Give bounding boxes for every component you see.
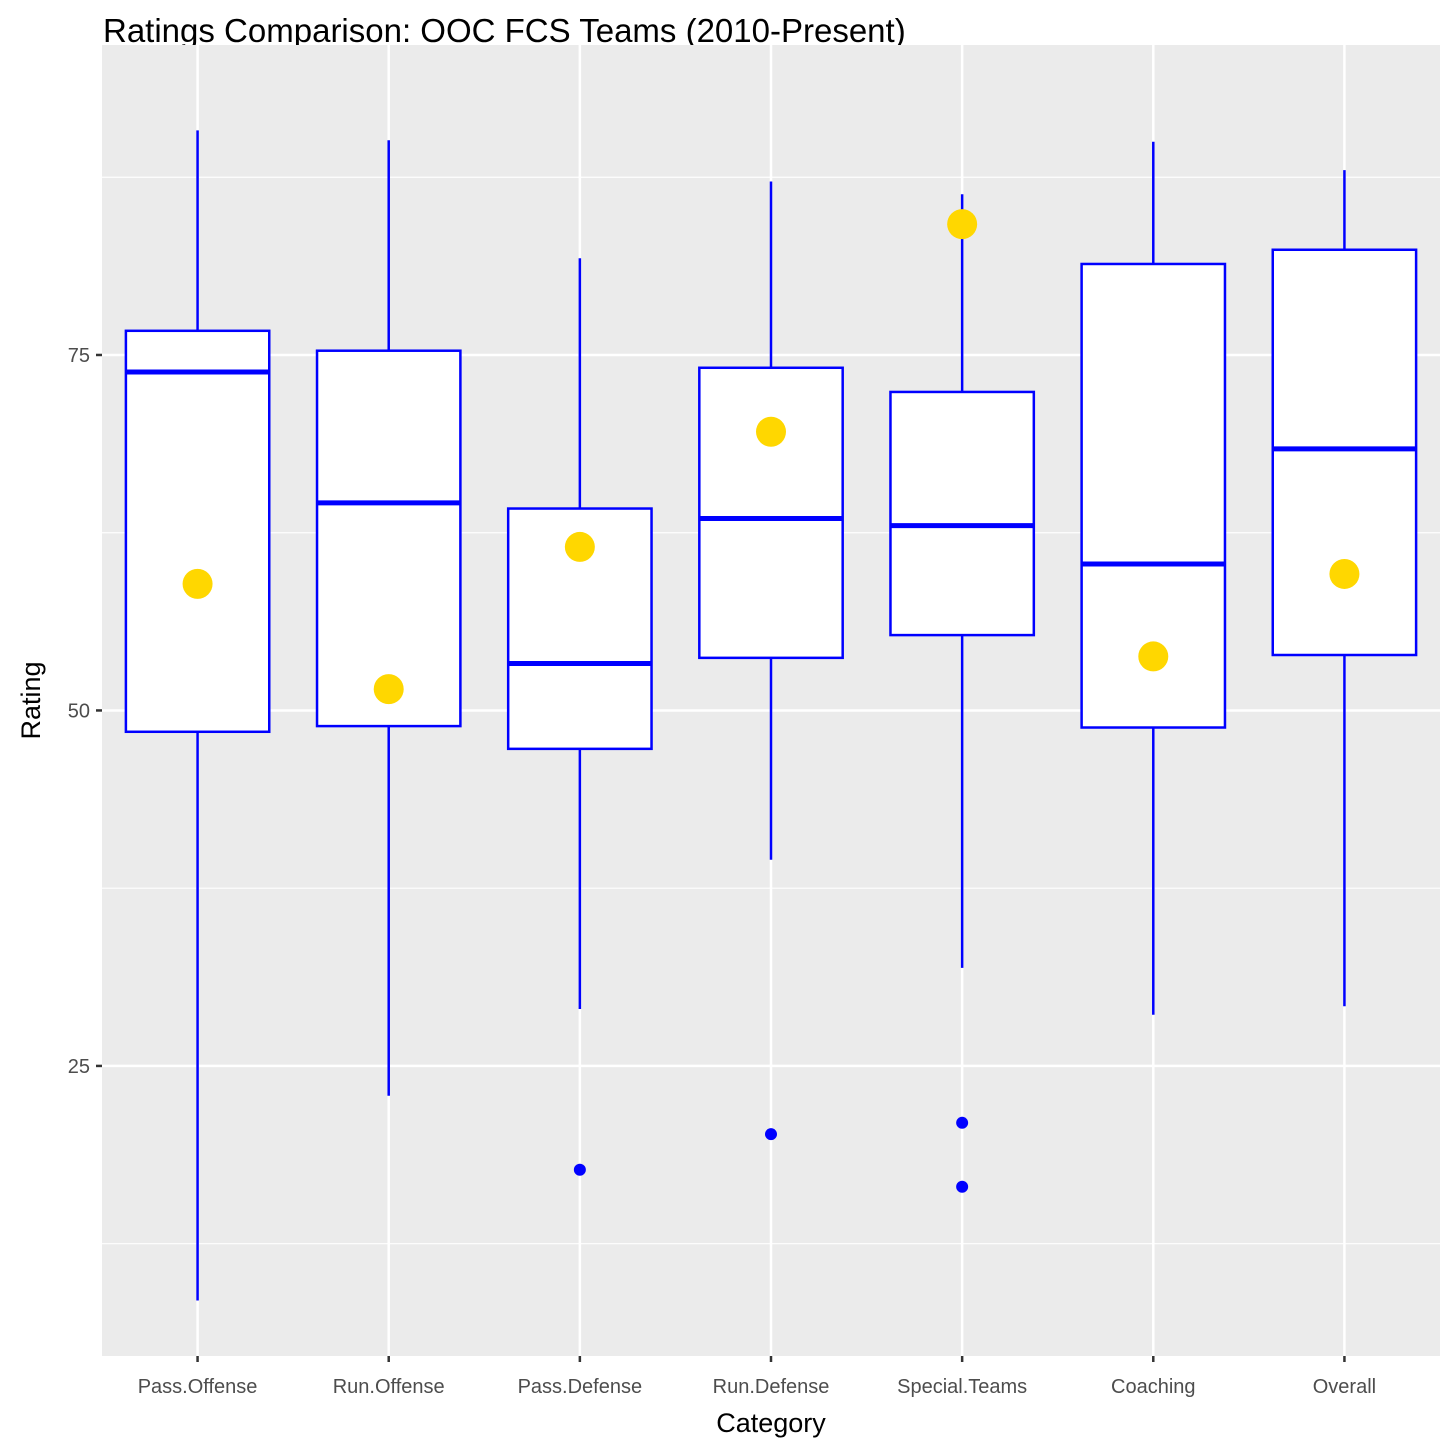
box-iqr (698, 366, 844, 660)
outlier-point (765, 1128, 777, 1141)
highlight-point (756, 416, 786, 447)
highlight-point (182, 568, 213, 599)
box-iqr (1271, 248, 1418, 657)
y-axis-label: Rating (16, 661, 46, 739)
x-tick-label: Overall (1313, 1376, 1376, 1398)
x-tick-label: Run.Defense (713, 1376, 830, 1398)
box-iqr (124, 329, 271, 734)
highlight-point (1138, 641, 1169, 672)
y-tick-label: 75 (68, 345, 90, 367)
x-axis-label: Category (716, 1408, 826, 1438)
box-iqr (889, 390, 1036, 637)
y-tick-label: 50 (68, 700, 90, 722)
highlight-point (947, 209, 978, 240)
x-tick-label: Pass.Offense (138, 1376, 258, 1398)
chart-title: Ratings Comparison: OOC FCS Teams (2010-… (103, 12, 906, 49)
x-tick-label: Run.Offense (333, 1376, 445, 1398)
outlier-point (573, 1163, 586, 1176)
y-tick-label: 25 (68, 1056, 90, 1078)
x-tick-label: Coaching (1111, 1376, 1196, 1398)
outlier-point (956, 1116, 969, 1129)
x-tick-label: Special.Teams (897, 1376, 1027, 1398)
outlier-point (956, 1180, 969, 1193)
x-tick-label: Pass.Defense (518, 1376, 643, 1398)
highlight-point (373, 674, 404, 705)
box-iqr (315, 349, 462, 728)
highlight-point (1329, 558, 1360, 589)
highlight-point (564, 531, 595, 562)
